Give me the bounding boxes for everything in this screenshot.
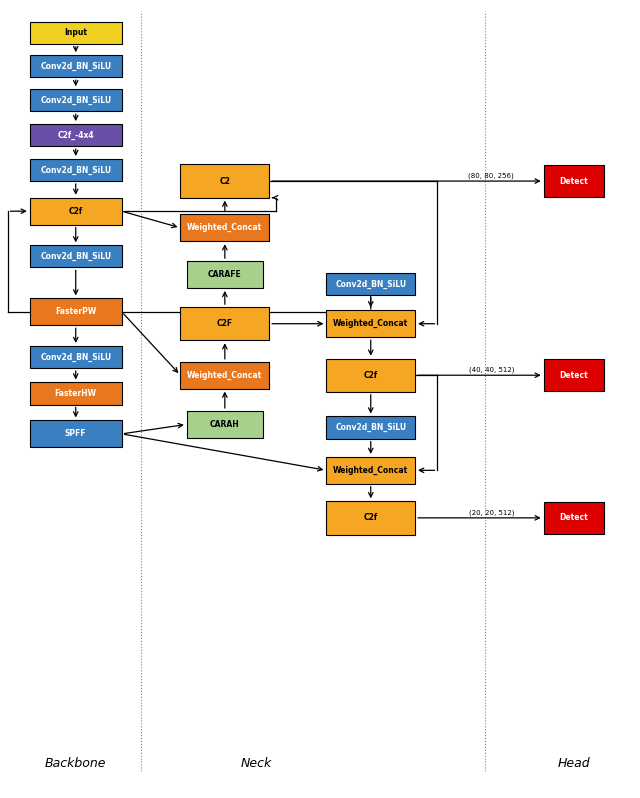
Text: (40, 40, 512): (40, 40, 512) xyxy=(468,366,514,373)
FancyBboxPatch shape xyxy=(326,501,415,535)
FancyBboxPatch shape xyxy=(29,124,122,146)
Text: Detect: Detect xyxy=(559,371,588,380)
Text: Weighted_Concat: Weighted_Concat xyxy=(188,223,262,232)
FancyBboxPatch shape xyxy=(326,310,415,338)
Text: Weighted_Concat: Weighted_Concat xyxy=(333,319,408,328)
FancyBboxPatch shape xyxy=(187,411,263,438)
Text: Conv2d_BN_SiLU: Conv2d_BN_SiLU xyxy=(40,61,111,71)
Text: C2f: C2f xyxy=(364,371,378,380)
Text: CARAFE: CARAFE xyxy=(208,270,242,279)
FancyBboxPatch shape xyxy=(180,164,269,198)
FancyBboxPatch shape xyxy=(29,298,122,326)
FancyBboxPatch shape xyxy=(29,346,122,368)
FancyBboxPatch shape xyxy=(326,358,415,392)
FancyBboxPatch shape xyxy=(326,456,415,484)
FancyBboxPatch shape xyxy=(180,361,269,389)
Text: Conv2d_BN_SiLU: Conv2d_BN_SiLU xyxy=(40,96,111,105)
Text: C2: C2 xyxy=(220,176,230,186)
Text: C2f: C2f xyxy=(68,207,83,215)
Text: SPFF: SPFF xyxy=(65,429,86,438)
FancyBboxPatch shape xyxy=(543,359,604,391)
Text: Detect: Detect xyxy=(559,513,588,523)
FancyBboxPatch shape xyxy=(29,421,122,448)
Text: Weighted_Concat: Weighted_Concat xyxy=(188,370,262,380)
Text: Input: Input xyxy=(64,29,87,38)
FancyBboxPatch shape xyxy=(29,55,122,77)
Text: C2F: C2F xyxy=(217,319,233,328)
Text: Conv2d_BN_SiLU: Conv2d_BN_SiLU xyxy=(40,165,111,175)
Text: Conv2d_BN_SiLU: Conv2d_BN_SiLU xyxy=(40,252,111,261)
FancyBboxPatch shape xyxy=(180,215,269,241)
Text: Head: Head xyxy=(557,757,590,770)
Text: Detect: Detect xyxy=(559,176,588,186)
Text: CARAH: CARAH xyxy=(210,420,240,429)
FancyBboxPatch shape xyxy=(326,273,415,295)
Text: FasterHW: FasterHW xyxy=(55,389,97,398)
FancyBboxPatch shape xyxy=(29,382,122,405)
FancyBboxPatch shape xyxy=(187,261,263,288)
FancyBboxPatch shape xyxy=(29,89,122,112)
Text: Neck: Neck xyxy=(241,757,272,770)
FancyBboxPatch shape xyxy=(543,502,604,534)
Text: Backbone: Backbone xyxy=(45,757,106,770)
FancyBboxPatch shape xyxy=(543,165,604,197)
FancyBboxPatch shape xyxy=(29,159,122,181)
Text: FasterPW: FasterPW xyxy=(55,307,97,316)
FancyBboxPatch shape xyxy=(180,307,269,341)
FancyBboxPatch shape xyxy=(326,417,415,439)
Text: C2f_-4x4: C2f_-4x4 xyxy=(58,131,94,140)
FancyBboxPatch shape xyxy=(29,22,122,44)
Text: Conv2d_BN_SiLU: Conv2d_BN_SiLU xyxy=(40,353,111,361)
Text: C2f: C2f xyxy=(364,513,378,523)
FancyBboxPatch shape xyxy=(29,245,122,267)
FancyBboxPatch shape xyxy=(29,198,122,225)
Text: (80, 80, 256): (80, 80, 256) xyxy=(468,172,514,179)
Text: (20, 20, 512): (20, 20, 512) xyxy=(468,509,514,516)
Text: Conv2d_BN_SiLU: Conv2d_BN_SiLU xyxy=(335,279,406,289)
Text: Conv2d_BN_SiLU: Conv2d_BN_SiLU xyxy=(335,423,406,432)
Text: Weighted_Concat: Weighted_Concat xyxy=(333,466,408,475)
